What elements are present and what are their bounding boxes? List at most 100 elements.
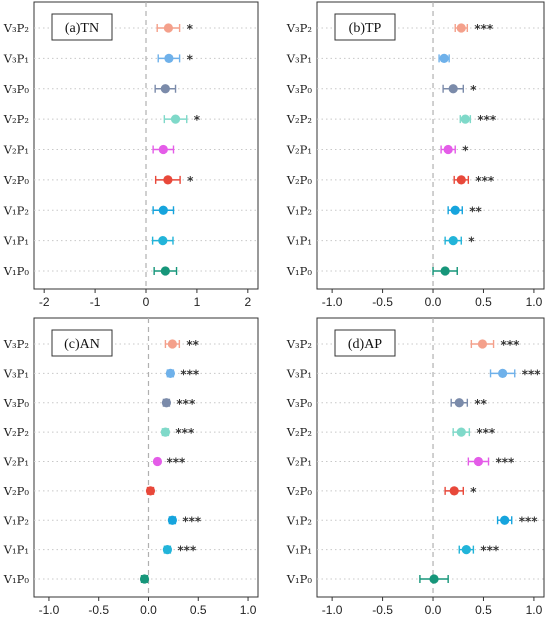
significance-label: *** <box>176 397 196 411</box>
category-label: V₁P₁ <box>3 234 29 248</box>
category-label: V₃P₂ <box>3 337 29 351</box>
data-point <box>460 114 470 124</box>
significance-label: ** <box>474 397 487 411</box>
data-point <box>456 427 466 437</box>
x-tick-label: 2 <box>244 295 251 309</box>
data-point <box>145 486 156 496</box>
category-label: V₃P₀ <box>286 396 313 410</box>
category-label: V₃P₂ <box>286 337 312 351</box>
data-point <box>164 53 174 63</box>
data-point <box>456 23 466 33</box>
plot-frame <box>316 1 545 290</box>
category-label: V₂P₁ <box>3 143 29 157</box>
panel-title: (a)TN <box>65 21 99 36</box>
plot-frame <box>33 317 259 598</box>
category-label: V₃P₀ <box>3 396 30 410</box>
panel-title: (c)AN <box>64 337 100 352</box>
data-point <box>473 456 484 467</box>
data-point <box>161 398 172 408</box>
x-tick-label: -1.0 <box>322 295 343 309</box>
data-point <box>162 545 173 555</box>
significance-label: *** <box>519 514 539 528</box>
data-point <box>158 144 168 155</box>
significance-label: * <box>468 235 475 249</box>
plot-frame <box>316 317 545 598</box>
category-label: V₃P₁ <box>3 51 29 65</box>
panel-2: V₃P₂ V₃P₁ V₃P₀ V₂P₂ V₂P₁ V₂P₀ V₁P₂ V₁P₁ V₁P₀ -1.0… <box>286 1 545 309</box>
data-point <box>449 486 459 496</box>
category-label: V₃P₀ <box>286 82 313 96</box>
significance-label: * <box>187 174 194 188</box>
significance-label: * <box>187 52 194 66</box>
category-label: V₂P₂ <box>286 112 312 126</box>
x-tick-label: 1.0 <box>526 295 543 309</box>
panel-title-box <box>334 329 396 357</box>
category-label: V₃P₂ <box>3 21 29 35</box>
data-point <box>163 175 173 185</box>
significance-label: *** <box>501 338 521 352</box>
panel-title-box <box>51 13 113 41</box>
significance-label: *** <box>474 22 494 36</box>
x-tick-label: 0.0 <box>140 603 157 617</box>
significance-label: *** <box>166 456 186 470</box>
significance-label: *** <box>175 426 195 440</box>
significance-label: * <box>470 485 477 499</box>
category-label: V₃P₁ <box>286 51 312 65</box>
category-label: V₁P₀ <box>3 264 30 278</box>
data-point <box>163 23 173 33</box>
data-point <box>461 545 471 555</box>
category-label: V₂P₁ <box>3 455 29 469</box>
category-label: V₁P₂ <box>3 203 29 217</box>
x-tick-label: 1.0 <box>526 603 543 617</box>
significance-label: ** <box>469 204 482 218</box>
category-label: V₂P₀ <box>286 173 313 187</box>
x-tick-label: 0.0 <box>425 603 442 617</box>
x-tick-label: -1.0 <box>39 603 60 617</box>
x-tick-label: -0.5 <box>88 603 109 617</box>
x-tick-label: -1 <box>90 295 101 309</box>
significance-label: *** <box>476 426 496 440</box>
data-point <box>429 574 439 584</box>
x-tick-label: 1 <box>194 295 201 309</box>
data-point <box>160 84 170 94</box>
x-tick-label: 1.0 <box>240 603 257 617</box>
significance-label: *** <box>177 544 197 558</box>
category-label: V₁P₀ <box>3 572 30 586</box>
panel-1: V₃P₂ V₃P₁ V₃P₀ V₂P₂ V₂P₁ V₂P₀ V₁P₂ V₁P₁ V₁P₀ -2 -1… <box>3 1 259 309</box>
category-label: V₂P₀ <box>3 173 30 187</box>
x-tick-label: -1.0 <box>322 603 343 617</box>
category-label: V₁P₁ <box>3 543 29 557</box>
x-tick-label: 0.5 <box>190 603 207 617</box>
category-label: V₁P₂ <box>3 513 29 527</box>
category-label: V₂P₂ <box>3 425 29 439</box>
significance-label: * <box>187 22 194 36</box>
data-point <box>440 266 450 276</box>
significance-label: *** <box>180 367 200 381</box>
category-label: V₂P₂ <box>3 112 29 126</box>
panel-title-box <box>51 329 113 357</box>
panel-4: V₃P₂ V₃P₁ V₃P₀ V₂P₂ V₂P₁ V₂P₀ V₁P₂ V₁P₁ V₁P₀ -1.0… <box>286 317 545 617</box>
data-point <box>498 368 508 378</box>
data-point <box>454 398 464 408</box>
x-tick-label: 0.0 <box>425 295 442 309</box>
panel-title: (b)TP <box>349 21 382 36</box>
data-point <box>139 574 150 584</box>
category-label: V₃P₂ <box>286 21 312 35</box>
significance-label: *** <box>522 367 542 381</box>
significance-label: *** <box>480 544 500 558</box>
data-point <box>443 144 453 155</box>
category-label: V₃P₀ <box>3 82 30 96</box>
data-point <box>170 114 181 124</box>
category-label: V₁P₂ <box>286 513 312 527</box>
category-label: V₃P₁ <box>286 366 312 380</box>
data-point <box>158 236 168 246</box>
data-point <box>448 236 458 246</box>
category-label: V₂P₁ <box>286 143 312 157</box>
category-label: V₁P₀ <box>286 572 313 586</box>
significance-label: ** <box>186 338 199 352</box>
significance-label: *** <box>477 113 497 127</box>
category-label: V₁P₀ <box>286 264 313 278</box>
data-point <box>439 53 449 63</box>
category-label: V₂P₀ <box>3 484 30 498</box>
